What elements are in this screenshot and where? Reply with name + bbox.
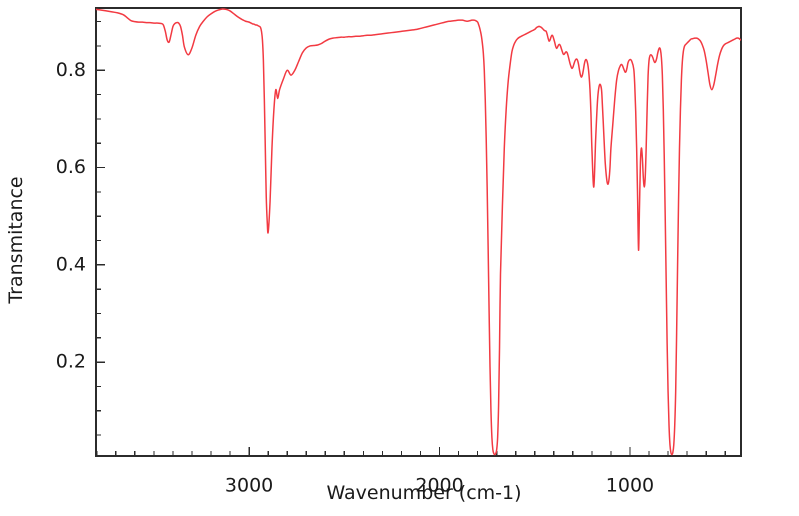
x-tick-label: 1000 — [606, 475, 654, 497]
y-tick-label: 0.6 — [56, 156, 86, 178]
y-axis-title: Transmitance — [5, 176, 27, 304]
y-tick-label: 0.8 — [56, 59, 86, 81]
plot-frame — [95, 7, 742, 457]
y-axis-tick-labels: 0.2 0.4 0.6 0.8 — [56, 59, 86, 373]
axis-box — [95, 7, 742, 457]
y-tick-label: 0.2 — [56, 351, 86, 373]
y-axis-ticks — [96, 21, 105, 436]
x-tick-label: 2000 — [415, 475, 463, 497]
x-tick-label: 3000 — [225, 475, 273, 497]
y-tick-label: 0.4 — [56, 253, 86, 275]
x-axis-tick-labels: 3000 2000 1000 — [225, 475, 654, 497]
x-axis-title: Wavenumber (cm-1) — [326, 482, 521, 504]
transmittance-series-line — [96, 8, 741, 456]
